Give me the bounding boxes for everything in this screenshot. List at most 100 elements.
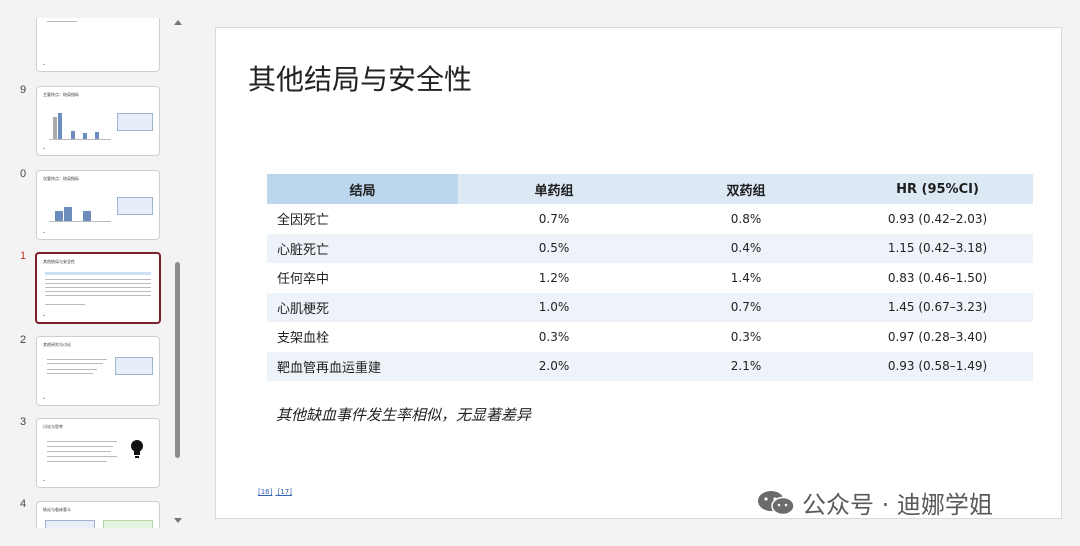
thumbnail-title: 其他结局与安全性	[43, 259, 75, 265]
table-cell: 心肌梗死	[267, 293, 458, 323]
mini-line	[47, 359, 107, 360]
table-cell: 全因死亡	[267, 204, 458, 234]
mini-table-header	[45, 272, 151, 275]
mini-footnote	[45, 304, 85, 305]
table-row: 全因死亡 0.7% 0.8% 0.93 (0.42–2.03)	[267, 204, 1033, 234]
mini-row	[45, 287, 151, 288]
mini-bar	[95, 132, 99, 139]
mini-line	[47, 363, 103, 364]
table-cell: 1.4%	[650, 263, 842, 293]
thumbnail-number: 9	[20, 84, 26, 96]
table-cell: 0.3%	[458, 322, 650, 352]
table-cell: 0.97 (0.28–3.40)	[842, 322, 1033, 352]
slide-thumbnail[interactable]: 其他研究与讨论 •	[36, 336, 160, 406]
table-row: 支架血栓 0.3% 0.3% 0.97 (0.28–3.40)	[267, 322, 1033, 352]
mini-row	[45, 283, 151, 284]
table-cell: 靶血管再血运重建	[267, 352, 458, 382]
mini-line	[47, 21, 77, 22]
slide-thumbnail-active[interactable]: 其他结局与安全性 •	[35, 252, 161, 324]
table-cell: 心脏死亡	[267, 234, 458, 264]
mini-dot: •	[43, 230, 45, 235]
mini-bar	[83, 133, 87, 139]
table-row: 任何卒中 1.2% 1.4% 0.83 (0.46–1.50)	[267, 263, 1033, 293]
table-header: 单药组	[458, 174, 650, 204]
table-cell: 0.83 (0.46–1.50)	[842, 263, 1033, 293]
watermark-text: 公众号 · 迪娜学姐	[802, 485, 993, 520]
mini-line	[47, 373, 93, 374]
thumbnail-number: 0	[20, 168, 26, 180]
mini-line	[47, 446, 113, 447]
table-cell: 0.4%	[650, 234, 842, 264]
slide-title: 其他结局与安全性	[248, 58, 472, 98]
table-cell: 任何卒中	[267, 263, 458, 293]
thumbnail-title: 结论与临床意义	[43, 507, 71, 513]
reference-link[interactable]: [16]	[258, 488, 272, 496]
mini-callout	[117, 197, 153, 215]
table-header: HR (95%CI)	[842, 174, 1033, 204]
mini-dot: •	[43, 62, 45, 67]
slide-thumbnail-panel[interactable]: • 9 主要终点：结局指标 • 0 次要终点：结局指标 • 1 其他结局与安全性…	[0, 18, 185, 528]
mini-dot: •	[43, 396, 45, 401]
outcomes-table: 结局 单药组 双药组 HR (95%CI) 全因死亡 0.7% 0.8% 0.9…	[267, 174, 1033, 381]
mini-bar	[64, 207, 72, 221]
table-cell: 0.93 (0.42–2.03)	[842, 204, 1033, 234]
table-row: 心脏死亡 0.5% 0.4% 1.15 (0.42–3.18)	[267, 234, 1033, 264]
mini-row	[45, 291, 151, 292]
table-cell: 0.5%	[458, 234, 650, 264]
mini-dot: •	[43, 313, 45, 318]
mini-dot: •	[43, 478, 45, 483]
table-row: 心肌梗死 1.0% 0.7% 1.45 (0.67–3.23)	[267, 293, 1033, 323]
table-cell: 1.0%	[458, 293, 650, 323]
slide-footnote: 其他缺血事件发生率相似，无显著差异	[276, 404, 531, 425]
scroll-down-icon[interactable]	[174, 518, 182, 523]
reference-link[interactable]: [17]	[278, 488, 292, 496]
slide-thumbnail[interactable]: 主要终点：结局指标 •	[36, 86, 160, 156]
reference-links: [16] [17]	[258, 488, 295, 496]
mini-row	[45, 279, 151, 280]
mini-row	[45, 295, 151, 296]
mini-bar	[83, 211, 91, 221]
mini-box	[45, 520, 95, 528]
mini-line	[47, 461, 107, 462]
mini-dot: •	[43, 146, 45, 151]
thumbnail-number: 4	[20, 498, 26, 510]
table-cell: 0.93 (0.58–1.49)	[842, 352, 1033, 382]
table-header: 结局	[267, 174, 458, 204]
mini-line	[47, 441, 117, 442]
mini-bar	[55, 211, 63, 221]
lightbulb-icon	[129, 439, 145, 459]
table-cell: 0.3%	[650, 322, 842, 352]
table-cell: 0.7%	[650, 293, 842, 323]
thumbnail-number: 3	[20, 416, 26, 428]
thumbnail-title: 主要终点：结局指标	[43, 92, 79, 98]
mini-bar	[71, 131, 75, 139]
mini-box	[103, 520, 153, 528]
table-cell: 支架血栓	[267, 322, 458, 352]
mini-axis	[49, 139, 111, 140]
table-cell: 2.0%	[458, 352, 650, 382]
thumbnail-title: 其他研究与讨论	[43, 342, 71, 348]
mini-line	[47, 456, 117, 457]
table-header-row: 结局 单药组 双药组 HR (95%CI)	[267, 174, 1033, 204]
mini-line	[47, 451, 111, 452]
mini-callout	[117, 113, 153, 131]
slide-thumbnail[interactable]: •	[36, 18, 160, 72]
slide-thumbnail[interactable]: 结论与临床意义	[36, 501, 160, 528]
slide-thumbnail[interactable]: 次要终点：结局指标 •	[36, 170, 160, 240]
table-cell: 1.45 (0.67–3.23)	[842, 293, 1033, 323]
thumbnail-number: 1	[20, 250, 26, 262]
thumbnail-title: 次要终点：结局指标	[43, 176, 79, 182]
table-cell: 1.2%	[458, 263, 650, 293]
watermark: 公众号 · 迪娜学姐	[756, 485, 993, 520]
scrollbar-thumb[interactable]	[175, 262, 180, 458]
slide-thumbnail[interactable]: 讨论与思考 •	[36, 418, 160, 488]
mini-axis	[49, 221, 111, 222]
wechat-icon	[756, 489, 796, 517]
mini-callout	[115, 357, 153, 375]
table-cell: 1.15 (0.42–3.18)	[842, 234, 1033, 264]
thumbnail-number: 2	[20, 334, 26, 346]
table-cell: 2.1%	[650, 352, 842, 382]
mini-bar	[53, 117, 57, 139]
scroll-up-icon[interactable]	[174, 20, 182, 25]
table-row: 靶血管再血运重建 2.0% 2.1% 0.93 (0.58–1.49)	[267, 352, 1033, 382]
